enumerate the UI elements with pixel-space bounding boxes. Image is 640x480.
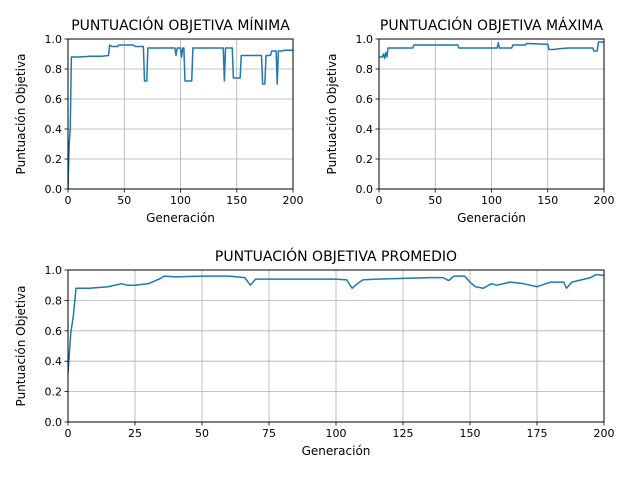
- chart-title: PUNTUACIÓN OBJETIVA MÍNIMA: [71, 16, 290, 34]
- x-tick-label: 0: [376, 194, 383, 207]
- y-tick-label: 0.0: [45, 183, 63, 196]
- y-axis-label: Puntuación Objetiva: [325, 54, 339, 175]
- y-tick-label: 0.4: [356, 123, 374, 136]
- axes-frame: [378, 38, 605, 190]
- y-tick-label: 0.4: [45, 355, 63, 368]
- x-tick-label: 75: [262, 427, 276, 440]
- chart-title: PUNTUACIÓN OBJETIVA MÁXIMA: [380, 16, 604, 34]
- y-tick-label: 0.0: [356, 183, 374, 196]
- x-tick-label: 25: [128, 427, 142, 440]
- x-tick-label: 50: [117, 194, 131, 207]
- axes-frame: [67, 269, 605, 423]
- axes-frame: [67, 38, 294, 190]
- x-tick-label: 0: [65, 194, 72, 207]
- x-tick-label: 0: [65, 427, 72, 440]
- y-tick-label: 0.2: [45, 153, 63, 166]
- y-tick-label: 0.2: [356, 153, 374, 166]
- y-tick-label: 1.0: [356, 33, 374, 46]
- y-axis-label: Puntuación Objetiva: [14, 54, 28, 175]
- y-tick-label: 0.8: [45, 294, 63, 307]
- y-tick-label: 1.0: [45, 33, 63, 46]
- y-tick-label: 0.6: [45, 93, 63, 106]
- y-axis-label: Puntuación Objetiva: [14, 286, 28, 407]
- y-tick-label: 0.4: [45, 123, 63, 136]
- y-tick-label: 0.8: [45, 63, 63, 76]
- y-tick-label: 0.6: [356, 93, 374, 106]
- y-tick-label: 1.0: [45, 264, 63, 277]
- series-line: [379, 41, 604, 60]
- x-tick-label: 150: [460, 427, 481, 440]
- x-tick-label: 50: [195, 427, 209, 440]
- chart-title: PUNTUACIÓN OBJETIVA PROMEDIO: [215, 247, 457, 265]
- x-axis-label: Generación: [457, 211, 526, 225]
- x-tick-label: 125: [393, 427, 414, 440]
- chart-maxima: 0 50 100 150 200 0.0 0.2 0.4 0.6 0.8 1.0 PUNTUACIÓN…: [325, 16, 615, 225]
- chart-minima: 0 50 100 150 200 0.0 0.2 0.4 0.6 0.8 1.0 PUNTUACIÓN…: [14, 16, 304, 225]
- x-tick-label: 200: [283, 194, 304, 207]
- x-tick-label: 200: [594, 427, 615, 440]
- x-tick-label: 100: [481, 194, 502, 207]
- chart-promedio: 0 25 50 75 100 125 150 175 200 0.0 0.2 0.4 0.6 0.8 1.0…: [14, 247, 615, 458]
- y-tick-label: 0.8: [356, 63, 374, 76]
- series-line: [68, 44, 293, 189]
- x-tick-label: 150: [226, 194, 247, 207]
- x-axis-label: Generación: [146, 211, 215, 225]
- x-tick-label: 100: [170, 194, 191, 207]
- y-tick-label: 0.0: [45, 416, 63, 429]
- y-tick-label: 0.6: [45, 325, 63, 338]
- x-tick-label: 150: [537, 194, 558, 207]
- x-tick-label: 50: [428, 194, 442, 207]
- y-tick-label: 0.2: [45, 386, 63, 399]
- x-axis-label: Generación: [302, 444, 371, 458]
- series-line: [68, 273, 604, 374]
- x-tick-label: 175: [527, 427, 548, 440]
- x-tick-label: 200: [594, 194, 615, 207]
- x-tick-label: 100: [326, 427, 347, 440]
